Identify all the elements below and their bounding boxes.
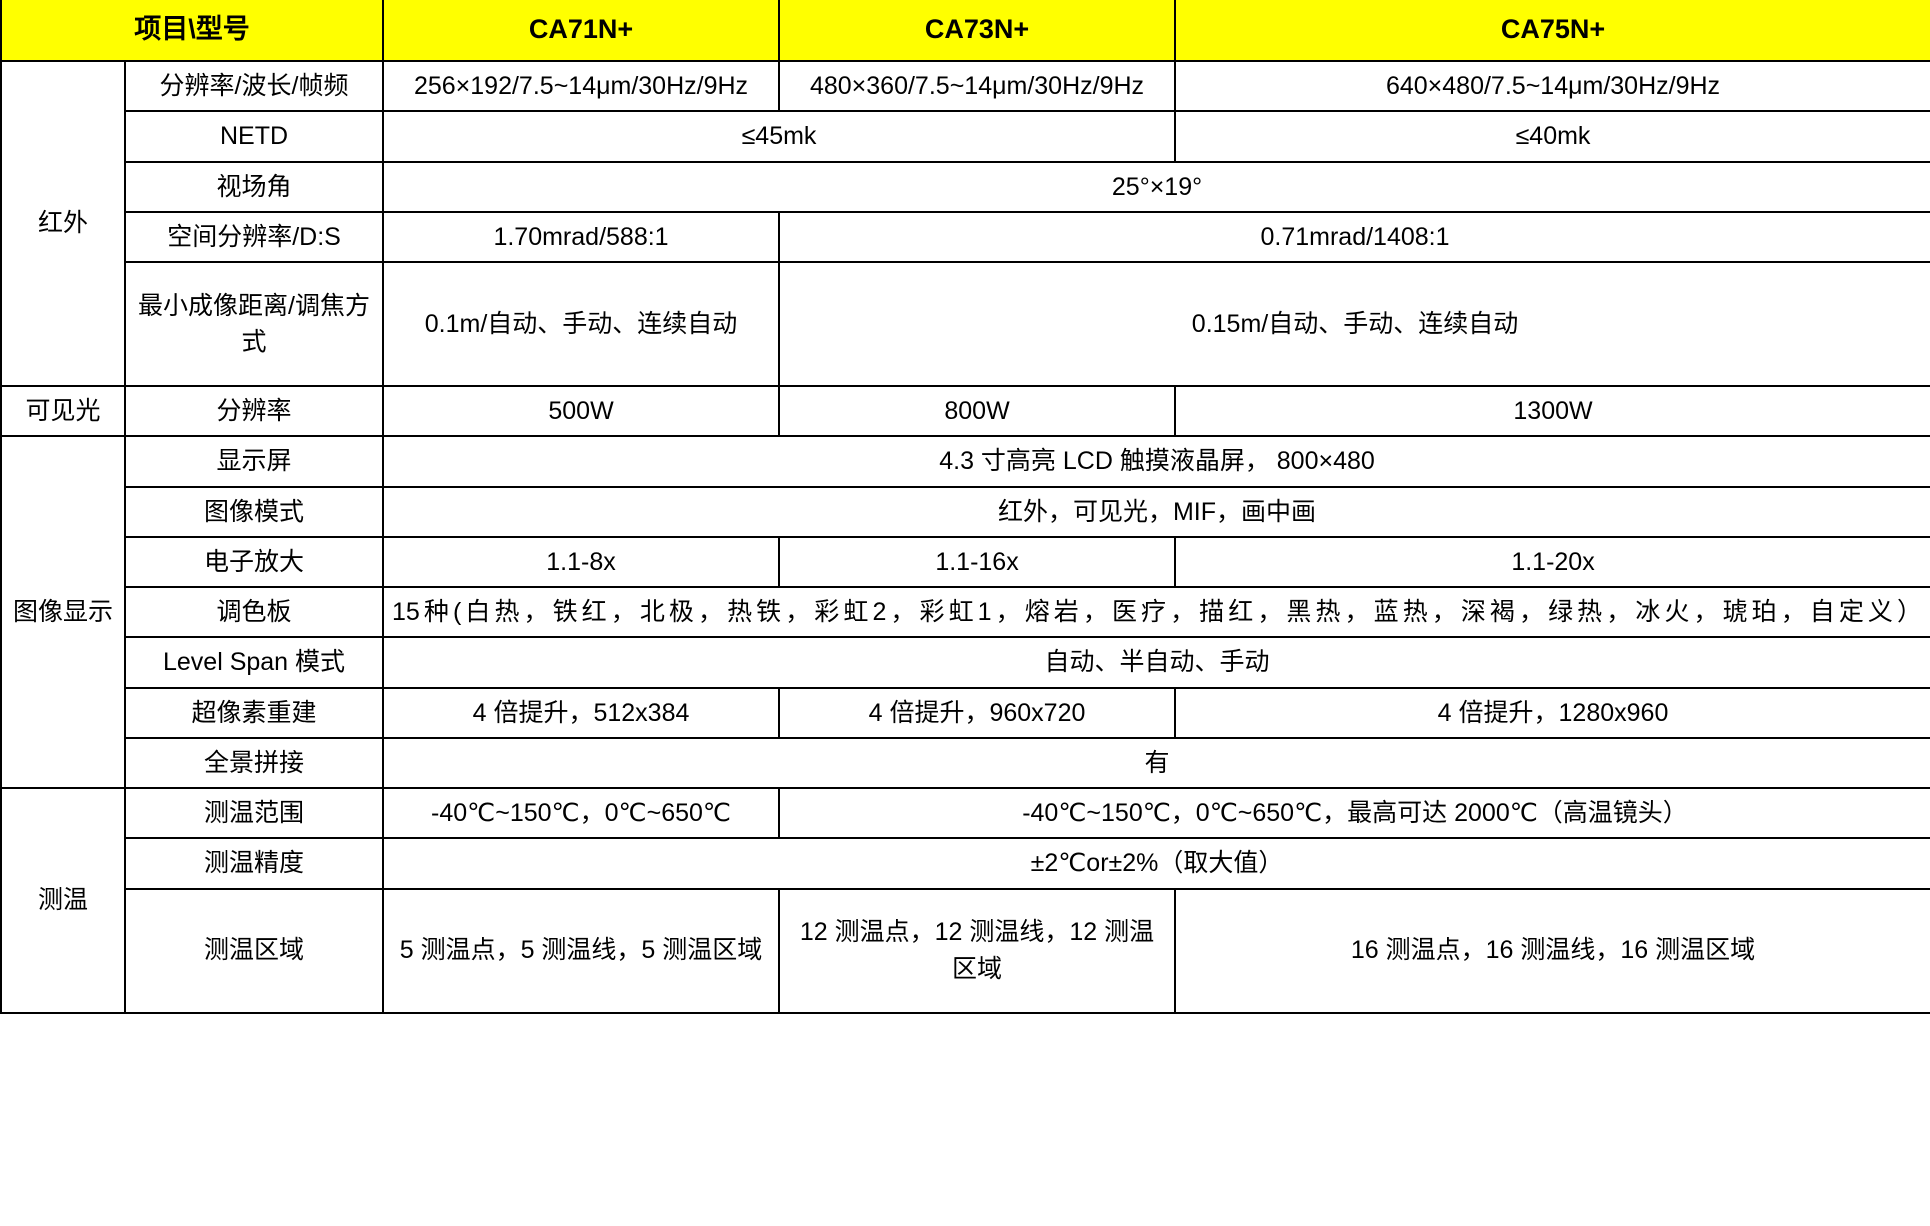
item-label: 超像素重建 (123, 686, 385, 739)
specification-table: 项目\型号 CA71N+ CA73N+ CA75N+ 红外 分辨率/波长/帧频 … (0, 0, 1930, 1014)
table-row: 最小成像距离/调焦方式 0.1m/自动、手动、连续自动 0.15m/自动、手动、… (1, 261, 1930, 387)
table-row: 红外 分辨率/波长/帧频 256×192/7.5~14μm/30Hz/9Hz 4… (0, 59, 1930, 387)
cell-value: -40℃~150℃，0℃~650℃ (382, 786, 781, 840)
group-label-image-display: 图像显示 (0, 435, 126, 789)
item-label: 分辨率/波长/帧频 (123, 59, 385, 113)
cell-value: 800W (778, 384, 1177, 438)
table-row: 空间分辨率/D:S 1.70mrad/588:1 0.71mrad/1408:1 (1, 210, 1930, 264)
table-row: 测温区域 5 测温点，5 测温线，5 测温区域 12 测温点，12 测温线，12… (1, 887, 1930, 1014)
item-label: 调色板 (123, 585, 385, 639)
cell-value: 红外，可见光，MIF，画中画 (382, 485, 1930, 538)
cell-value: 4 倍提升，1280x960 (1174, 686, 1930, 739)
group-label-infrared: 红外 (0, 60, 126, 387)
group-label-visible-light: 可见光 (0, 384, 126, 438)
cell-value: 1.70mrad/588:1 (382, 210, 781, 264)
item-label: 测温区域 (123, 887, 385, 1014)
cell-value: 640×480/7.5~14μm/30Hz/9Hz (1174, 59, 1930, 113)
item-label: NETD (123, 110, 385, 163)
cell-value: 4 倍提升，512x384 (382, 686, 781, 739)
table-row: 超像素重建 4 倍提升，512x384 4 倍提升，960x720 4 倍提升，… (1, 686, 1930, 739)
cell-value: 500W (382, 384, 781, 438)
cell-value: 5 测温点，5 测温线，5 测温区域 (382, 887, 781, 1014)
cell-value: 有 (382, 736, 1930, 790)
item-label: 分辨率 (123, 384, 385, 438)
cell-value: ≤45mk (382, 110, 1177, 163)
cell-value: 480×360/7.5~14μm/30Hz/9Hz (778, 59, 1177, 113)
table-row: 全景拼接 有 (1, 736, 1930, 790)
cell-value: 1300W (1174, 384, 1930, 438)
item-label: 全景拼接 (123, 736, 385, 790)
item-label: 测温精度 (123, 837, 385, 890)
table-header-row: 项目\型号 CA71N+ CA73N+ CA75N+ (0, 0, 1930, 62)
item-label: 电子放大 (123, 535, 385, 589)
cell-value: 1.1-8x (382, 535, 781, 589)
table-row: 测温精度 ±2℃or±2%（取大值） (1, 837, 1930, 890)
cell-value: 0.1m/自动、手动、连续自动 (382, 261, 781, 387)
cell-value: ≤40mk (1174, 110, 1930, 163)
cell-value: 0.71mrad/1408:1 (778, 210, 1930, 264)
item-label: 图像模式 (123, 485, 385, 538)
item-label: 测温范围 (123, 786, 385, 840)
cell-value: 16 测温点，16 测温线，16 测温区域 (1174, 887, 1930, 1014)
cell-value: 4 倍提升，960x720 (778, 686, 1177, 739)
table-row: 图像模式 红外，可见光，MIF，画中画 (1, 485, 1930, 538)
table-row: 测温 测温范围 -40℃~150℃，0℃~650℃ -40℃~150℃，0℃~6… (0, 786, 1930, 1014)
header-model-ca71n: CA71N+ (382, 0, 781, 62)
item-label: Level Span 模式 (123, 636, 385, 689)
item-label: 视场角 (123, 160, 385, 213)
table-row: 视场角 25°×19° (1, 160, 1930, 213)
cell-value: 25°×19° (382, 160, 1930, 213)
cell-value-palette: 15种(白热，铁红，北极，热铁，彩虹2，彩虹1，熔岩，医疗，描红，黑热，蓝热，深… (382, 585, 1930, 639)
table-row: NETD ≤45mk ≤40mk (1, 110, 1930, 163)
cell-value: ±2℃or±2%（取大值） (382, 837, 1930, 890)
item-label: 显示屏 (123, 435, 385, 488)
cell-value: -40℃~150℃，0℃~650℃，最高可达 2000℃（高温镜头） (778, 786, 1930, 840)
cell-value: 12 测温点，12 测温线，12 测温区域 (778, 887, 1177, 1014)
table-row: Level Span 模式 自动、半自动、手动 (1, 636, 1930, 689)
table-row: 可见光 分辨率 500W 800W 1300W (0, 384, 1930, 438)
header-model-ca73n: CA73N+ (778, 0, 1177, 62)
cell-value: 4.3 寸高亮 LCD 触摸液晶屏， 800×480 (382, 435, 1930, 488)
table-row: 调色板 15种(白热，铁红，北极，热铁，彩虹2，彩虹1，熔岩，医疗，描红，黑热，… (1, 585, 1930, 639)
cell-value: 256×192/7.5~14μm/30Hz/9Hz (382, 59, 781, 113)
table-row: 电子放大 1.1-8x 1.1-16x 1.1-20x (1, 535, 1930, 589)
item-label: 最小成像距离/调焦方式 (123, 261, 385, 387)
group-label-temperature: 测温 (0, 787, 126, 1014)
header-item-model: 项目\型号 (0, 0, 385, 62)
cell-value: 自动、半自动、手动 (382, 636, 1930, 689)
cell-value: 0.15m/自动、手动、连续自动 (778, 261, 1930, 387)
cell-value: 1.1-20x (1174, 535, 1930, 589)
item-label: 空间分辨率/D:S (123, 210, 385, 264)
cell-value: 1.1-16x (778, 535, 1177, 589)
table-row: 图像显示 显示屏 4.3 寸高亮 LCD 触摸液晶屏， 800×480 (0, 435, 1930, 789)
header-model-ca75n: CA75N+ (1174, 0, 1930, 62)
